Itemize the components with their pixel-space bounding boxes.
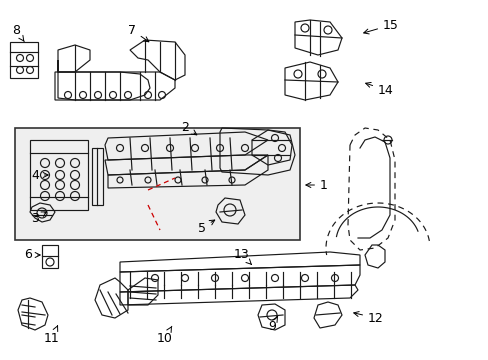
Text: 12: 12 — [353, 311, 383, 324]
Text: 14: 14 — [365, 82, 393, 96]
Text: 9: 9 — [267, 316, 277, 333]
Text: 1: 1 — [305, 179, 327, 192]
Text: 8: 8 — [12, 23, 24, 41]
Text: 3: 3 — [31, 212, 46, 225]
Text: 10: 10 — [157, 326, 173, 345]
Text: 11: 11 — [44, 326, 60, 345]
Text: 7: 7 — [128, 23, 148, 42]
Text: 2: 2 — [181, 121, 196, 135]
Text: 6: 6 — [24, 248, 40, 261]
Text: 5: 5 — [198, 220, 214, 234]
Text: 4: 4 — [31, 168, 48, 181]
Text: 15: 15 — [363, 18, 398, 34]
Text: 13: 13 — [234, 248, 251, 265]
Bar — [15, 128, 299, 240]
